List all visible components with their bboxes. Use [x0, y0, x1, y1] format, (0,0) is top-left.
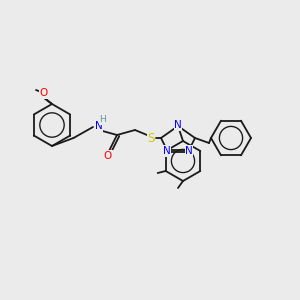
Text: H: H — [100, 116, 106, 124]
Text: N: N — [95, 121, 103, 131]
Text: O: O — [104, 151, 112, 161]
Text: O: O — [40, 88, 48, 98]
Text: N: N — [163, 146, 171, 156]
Text: N: N — [174, 120, 182, 130]
Text: N: N — [185, 146, 193, 156]
Text: S: S — [147, 131, 155, 145]
